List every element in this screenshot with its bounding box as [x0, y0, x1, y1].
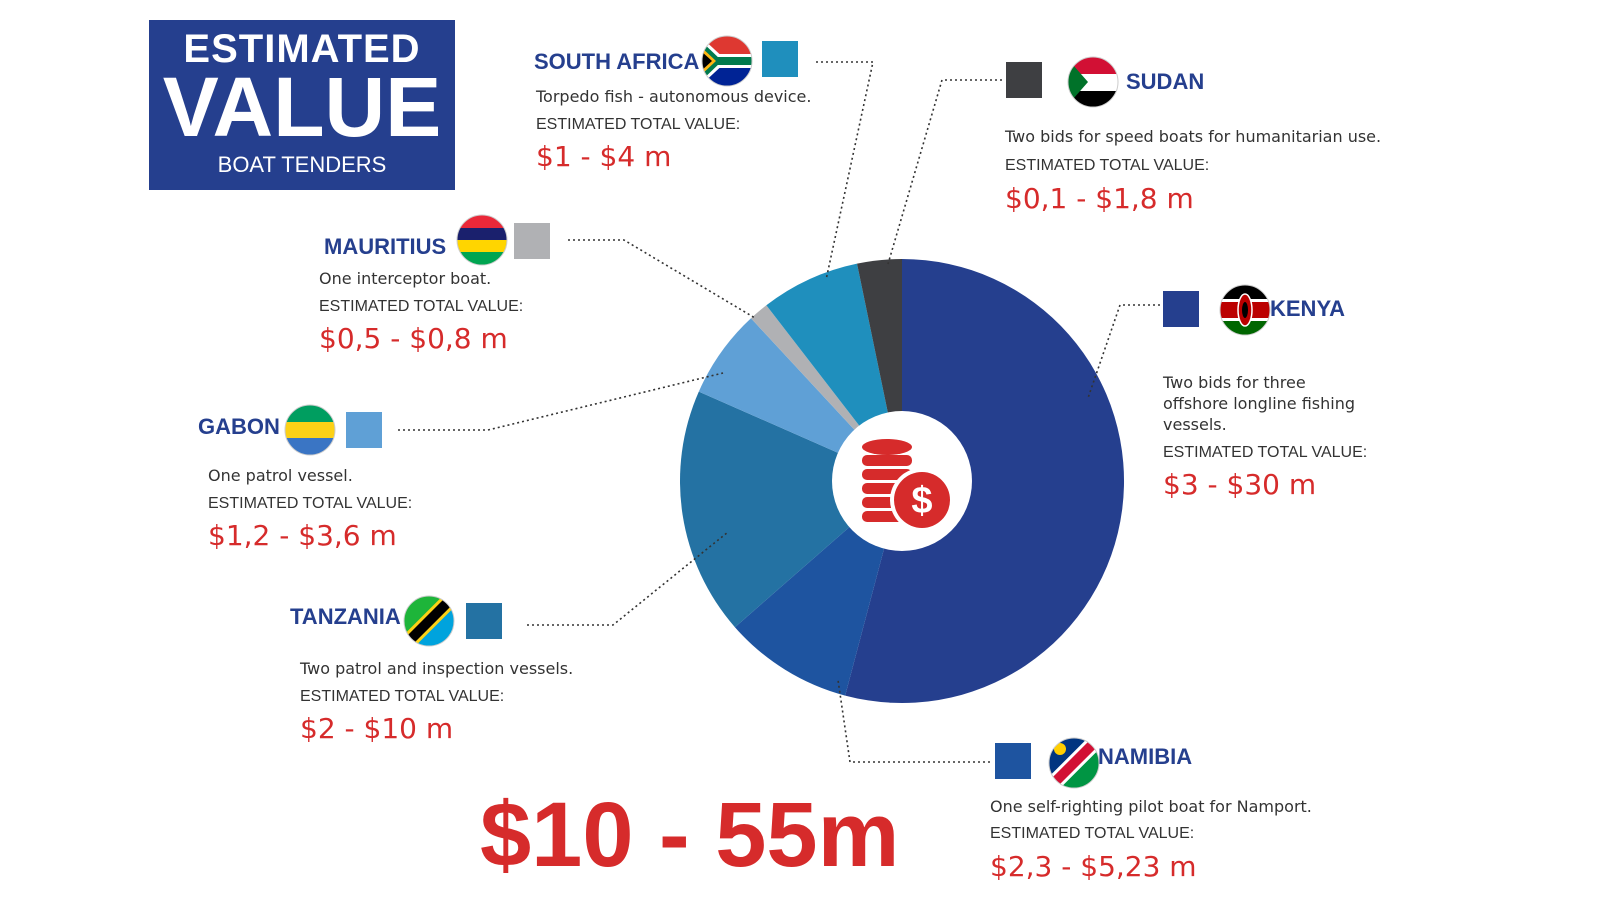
tanzania-estimated-label: ESTIMATED TOTAL VALUE: — [300, 688, 505, 705]
gabon-leader — [398, 372, 724, 431]
title-line-2: VALUE — [162, 60, 442, 154]
sudan-value: $0,1 - $1,8 m — [1005, 182, 1194, 215]
flag-borders — [284, 35, 1271, 789]
gabon-desc: One patrol vessel. — [208, 466, 353, 485]
mauritius-desc: One interceptor boat. — [319, 269, 492, 288]
south-africa-desc: Torpedo fish - autonomous device. — [536, 87, 812, 106]
gabon-flag-icon — [285, 405, 335, 455]
gabon-name: GABON — [198, 414, 280, 439]
tanzania-leader — [527, 531, 729, 626]
namibia-flag-icon — [1049, 738, 1099, 788]
gabon-swatch — [346, 412, 382, 448]
pie-slice-tanzania — [680, 391, 902, 628]
namibia-leader — [837, 679, 990, 763]
gabon-estimated-label: ESTIMATED TOTAL VALUE: — [208, 495, 413, 512]
mauritius-estimated-label: ESTIMATED TOTAL VALUE: — [319, 298, 524, 315]
sudan-leader — [887, 79, 1002, 265]
title-subtitle: BOAT TENDERS — [217, 152, 387, 177]
kenya-value: $3 - $30 m — [1163, 468, 1317, 501]
mauritius-value: $0,5 - $0,8 m — [319, 322, 508, 355]
kenya-desc-line-1: Two bids for three — [1163, 373, 1306, 392]
south-africa-swatch — [762, 41, 798, 77]
kenya-name: KENYA — [1270, 296, 1345, 321]
svg-text:$: $ — [911, 480, 932, 522]
kenya-swatch — [1163, 291, 1199, 327]
grand-total-value: $10 - 55m — [480, 784, 900, 886]
kenya-estimated-label: ESTIMATED TOTAL VALUE: — [1163, 444, 1368, 461]
south-africa-estimated-label: ESTIMATED TOTAL VALUE: — [536, 116, 741, 133]
kenya-desc-line-2: offshore longline fishing — [1163, 394, 1356, 413]
tanzania-value: $2 - $10 m — [300, 712, 454, 745]
namibia-estimated-label: ESTIMATED TOTAL VALUE: — [990, 825, 1195, 842]
namibia-value: $2,3 - $5,23 m — [990, 850, 1197, 883]
sudan-estimated-label: ESTIMATED TOTAL VALUE: — [1005, 157, 1210, 174]
title-box: ESTIMATED VALUE BOAT TENDERS — [149, 20, 455, 190]
south-africa-flag-icon — [702, 36, 752, 86]
pie-slice-kenya — [845, 259, 1125, 703]
mauritius-leader — [568, 239, 756, 319]
kenya-flag-icon — [1220, 285, 1270, 335]
kenya-leader — [1087, 304, 1160, 399]
namibia-desc: One self-righting pilot boat for Namport… — [990, 797, 1312, 816]
south-africa-leader — [816, 61, 874, 281]
mauritius-swatch — [514, 223, 550, 259]
leader-lines — [398, 61, 1160, 763]
namibia-swatch — [995, 743, 1031, 779]
sudan-swatch — [1006, 62, 1042, 98]
south-africa-value: $1 - $4 m — [536, 140, 672, 173]
south-africa-name: SOUTH AFRICA — [534, 49, 700, 74]
tanzania-name: TANZANIA — [290, 604, 401, 629]
kenya-desc-line-3: vessels. — [1163, 415, 1227, 434]
sudan-flag-icon — [1068, 57, 1118, 107]
tanzania-desc: Two patrol and inspection vessels. — [300, 659, 574, 678]
mauritius-name: MAURITIUS — [324, 234, 447, 259]
sudan-desc: Two bids for speed boats for humanitaria… — [1005, 127, 1382, 146]
sudan-name: SUDAN — [1126, 69, 1205, 94]
tanzania-swatch — [466, 603, 502, 639]
tanzania-flag-icon — [404, 596, 454, 646]
gabon-value: $1,2 - $3,6 m — [208, 519, 397, 552]
namibia-name: NAMIBIA — [1098, 744, 1193, 769]
title-line-1: ESTIMATED — [183, 27, 421, 71]
mauritius-flag-icon — [457, 215, 507, 265]
coins-dollar-icon: $ — [862, 439, 954, 532]
